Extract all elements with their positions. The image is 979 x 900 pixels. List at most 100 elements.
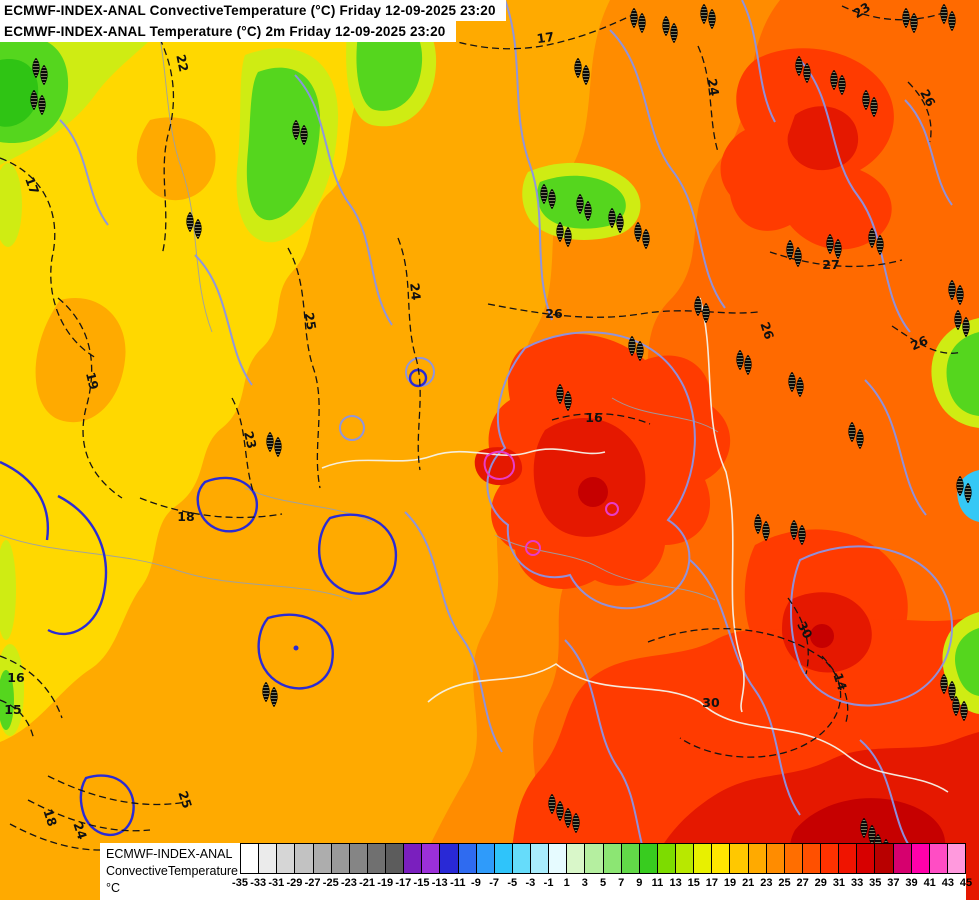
legend-scale: -35 -33 -31 -29 -27 -25 -23 -21 -19 -17 -15 -13 -11-…: [232, 843, 972, 900]
contour-label: 23: [241, 430, 260, 451]
legend-color-cell: [730, 844, 749, 873]
legend-tick-label: 23: [760, 877, 773, 889]
legend-color-cell: [694, 844, 713, 873]
legend-tick-label: 29: [814, 877, 827, 889]
legend-color-cell: [893, 844, 912, 873]
legend-color-cell: [349, 844, 368, 873]
legend-parameter: ConvectiveTemperature: [106, 864, 239, 878]
legend-tick-label: -35: [232, 877, 248, 889]
legend-color-cell: [567, 844, 586, 873]
contour-label: 17: [22, 175, 42, 196]
magenta-contours: [483, 450, 619, 556]
contour-label: 25: [302, 311, 320, 331]
contour-label: 18: [40, 807, 60, 828]
legend-color-cell: [440, 844, 459, 873]
legend-product: ECMWF-INDEX-ANAL: [106, 847, 233, 861]
legend-tick-label: 35: [869, 877, 882, 889]
legend: ECMWF-INDEX-ANAL ConvectiveTemperature °…: [100, 843, 972, 900]
legend-tick-label: 9: [636, 877, 643, 889]
contour-label: 26: [545, 306, 563, 321]
legend-color-cell: [259, 844, 278, 873]
legend-color-cell: [712, 844, 731, 873]
legend-tick-label: 33: [850, 877, 864, 889]
legend-tick-label: -19: [377, 877, 394, 889]
contour-label: 17: [536, 29, 555, 46]
legend-color-cell: [766, 844, 785, 873]
legend-tick-label: -1: [543, 877, 554, 889]
legend-tick-label: 31: [832, 877, 846, 889]
legend-color-cell: [802, 844, 821, 873]
legend-color-cell: [476, 844, 495, 873]
contour-label: 27: [822, 257, 839, 272]
legend-tick-label: 39: [905, 877, 918, 889]
contour-label: 26: [757, 320, 777, 341]
legend-color-cell: [512, 844, 531, 873]
legend-tick-label: -33: [250, 877, 267, 889]
contour-label: 15: [4, 702, 21, 717]
legend-tick-label: -31: [268, 877, 285, 889]
legend-color-cell: [386, 844, 405, 873]
legend-color-cell: [404, 844, 423, 873]
legend-tick-label: -15: [413, 877, 430, 889]
contour-label: 16: [7, 670, 25, 685]
legend-tick-label: 15: [687, 877, 700, 889]
legend-tick-label: 17: [705, 877, 719, 889]
legend-tick-label: 11: [651, 877, 664, 889]
auxiliary-lines: [0, 0, 719, 601]
contour-label: 25: [175, 789, 195, 810]
legend-tick-label: -29: [286, 877, 303, 889]
legend-tick-label: 43: [941, 877, 954, 889]
legend-tick-label: 3: [581, 877, 588, 889]
contour-label: 24: [705, 77, 723, 97]
legend-tick-label: -9: [471, 877, 481, 889]
legend-tick-label: -23: [340, 877, 357, 889]
legend-tick-label: 41: [923, 877, 936, 889]
legend-color-cell: [549, 844, 568, 873]
legend-tick-label: 1: [563, 877, 570, 889]
legend-color-cell: [657, 844, 676, 873]
legend-tick-label: 27: [796, 877, 809, 889]
legend-color-cell: [947, 844, 965, 873]
contour-label: 24: [70, 820, 90, 841]
legend-color-cell: [929, 844, 948, 873]
legend-color-cell: [875, 844, 894, 873]
map-titles: ECMWF-INDEX-ANAL ConvectiveTemperature (…: [0, 0, 506, 42]
legend-color-cell: [531, 844, 550, 873]
legend-tick-label: -25: [322, 877, 339, 889]
legend-tick-label: -7: [489, 877, 499, 889]
legend-color-cell: [458, 844, 477, 873]
country-borders: [321, 297, 949, 793]
legend-color-cell: [494, 844, 513, 873]
contour-label: 30: [794, 619, 816, 642]
legend-tick-label: -11: [450, 877, 466, 889]
legend-tick-label: -27: [304, 877, 321, 889]
contour-label: 16: [585, 410, 603, 425]
legend-color-cell: [911, 844, 930, 873]
legend-color-cell: [313, 844, 332, 873]
legend-ticks: -35 -33 -31 -29 -27 -25 -23 -21 -19 -17 -15 -13 -11-…: [232, 874, 972, 900]
legend-color-cell: [857, 844, 876, 873]
legend-color-cell: [784, 844, 803, 873]
legend-title-box: ECMWF-INDEX-ANAL ConvectiveTemperature °…: [100, 843, 240, 900]
legend-color-cell: [367, 844, 386, 873]
contour-label: 22: [173, 53, 191, 73]
legend-color-cell: [839, 844, 858, 873]
title-line-1: ECMWF-INDEX-ANAL ConvectiveTemperature (…: [0, 0, 506, 21]
legend-color-cell: [603, 844, 622, 873]
legend-tick-label: 7: [618, 877, 625, 889]
legend-tick-label: 21: [742, 877, 755, 889]
legend-color-cell: [748, 844, 767, 873]
legend-color-cell: [331, 844, 350, 873]
legend-color-cell: [821, 844, 840, 873]
contour-label: 26: [917, 87, 939, 110]
legend-tick-label: 45: [959, 877, 973, 889]
legend-color-cell: [241, 844, 260, 873]
contour-label: 18: [177, 509, 194, 524]
legend-units: °C: [106, 881, 121, 895]
legend-tick-label: -5: [507, 877, 518, 889]
legend-tick-label: 19: [723, 877, 737, 889]
legend-color-cell: [295, 844, 314, 873]
